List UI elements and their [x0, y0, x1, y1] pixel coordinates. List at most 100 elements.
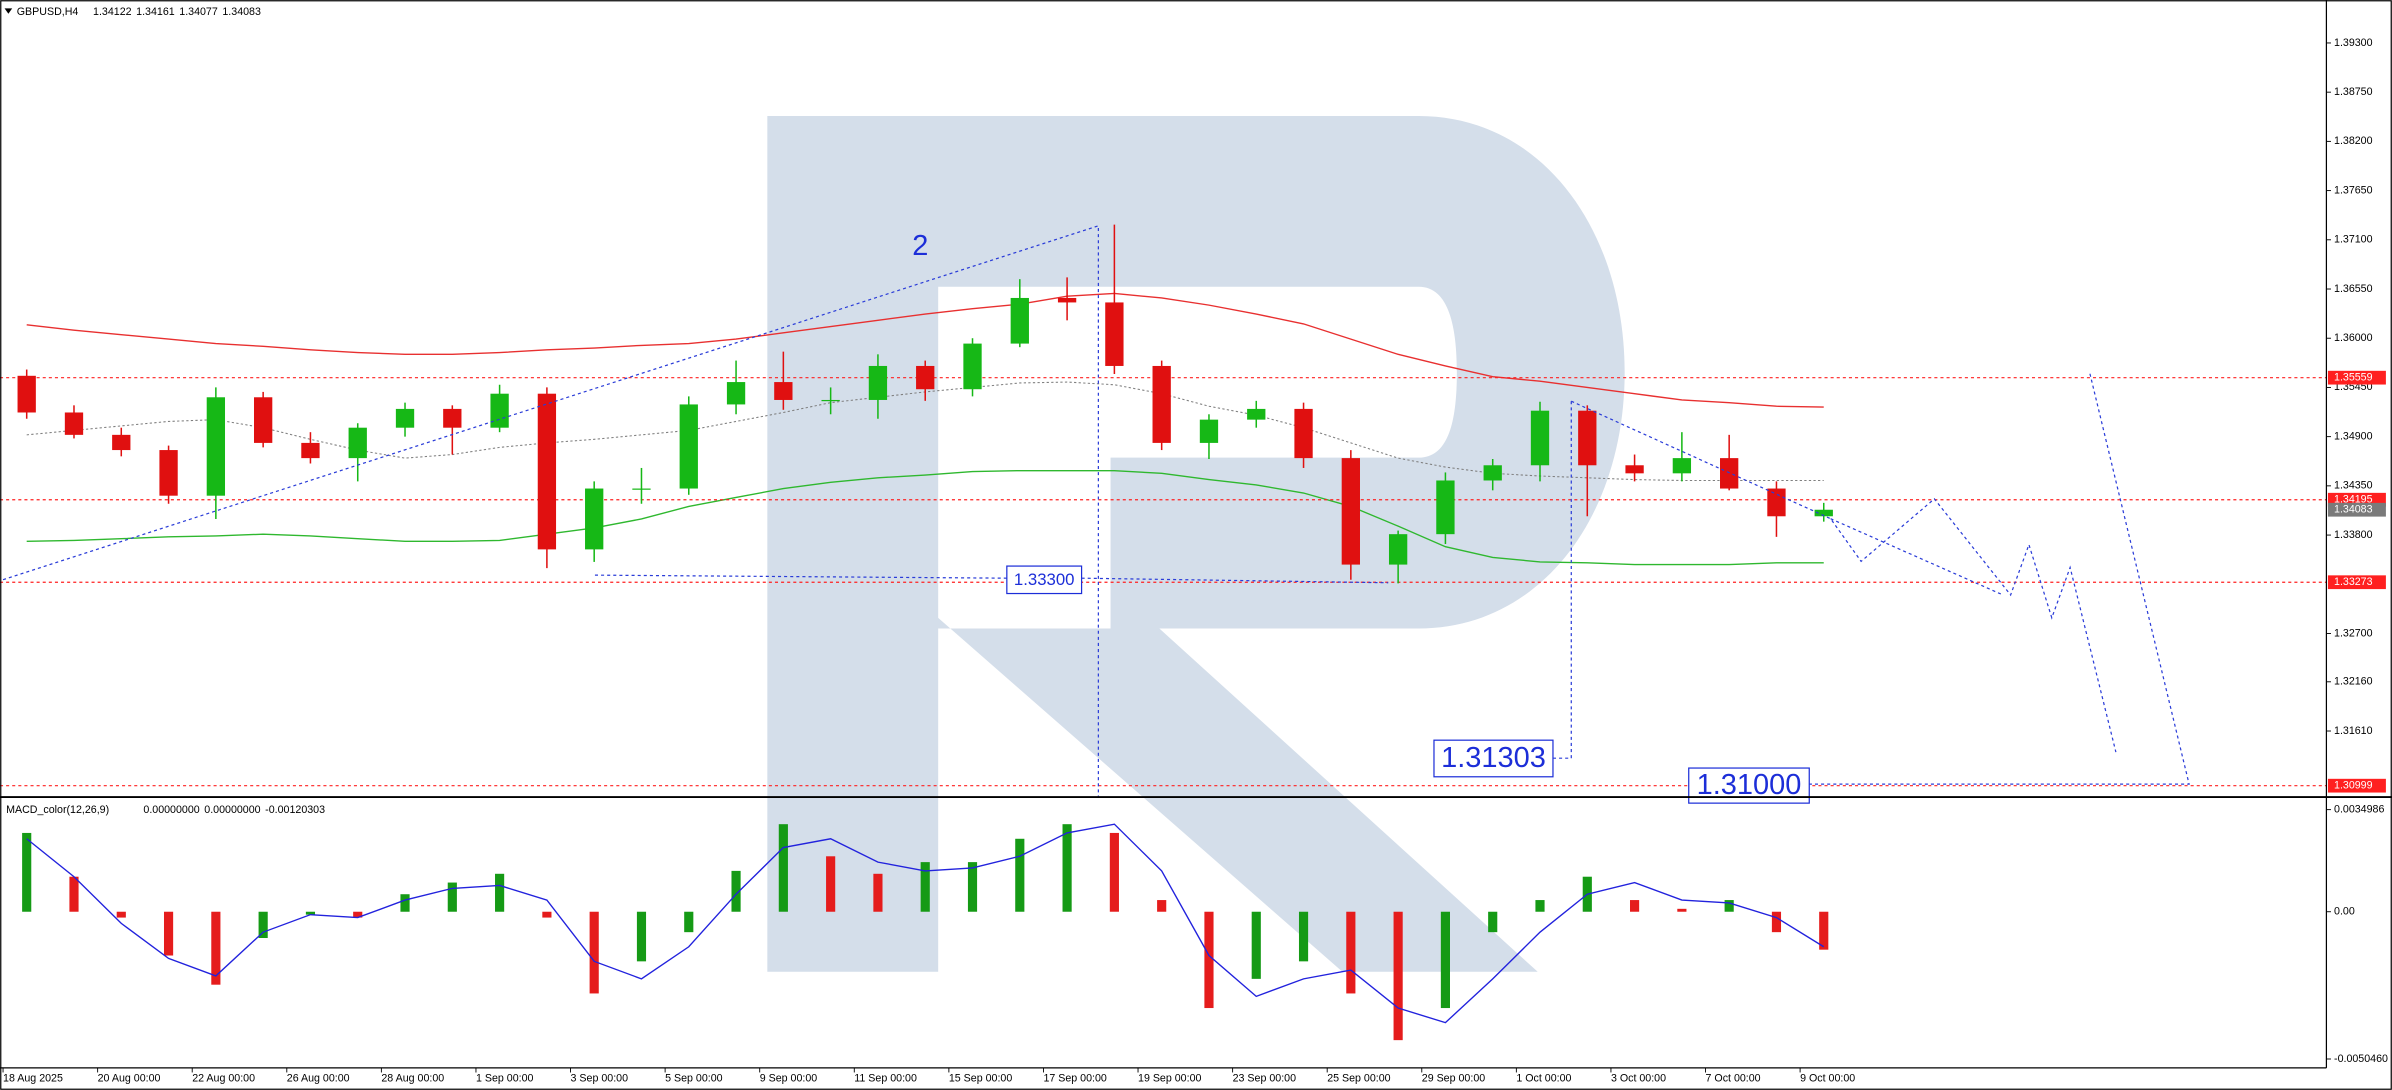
histogram-bar — [636, 911, 647, 962]
candle-body — [1625, 465, 1644, 474]
histogram-bar — [447, 882, 457, 912]
price-level-box — [2327, 575, 2386, 590]
candle-body — [679, 404, 698, 489]
y-tick-label: 0.0034986 — [2334, 803, 2384, 815]
x-tick-label: 25 Sep 00:00 — [1327, 1072, 1390, 1084]
candle-body — [395, 408, 415, 428]
candle-body — [632, 488, 651, 490]
histogram-bar — [1251, 911, 1261, 979]
histogram-bar — [731, 870, 741, 912]
histogram-bar — [1204, 911, 1214, 1009]
forecast-path — [1571, 400, 2117, 753]
histogram-bar — [920, 862, 930, 912]
symbol: GBPUSD,H4 — [17, 6, 79, 18]
indicator-title: MACD_color(12,26,9) — [6, 804, 109, 816]
x-tick-label: 9 Oct 00:00 — [1800, 1072, 1855, 1084]
plot-area: 1.39300 1.38750 1.38200 1.37650 1.37100 1.365… — [0, 37, 2388, 1084]
candle-body — [348, 427, 367, 459]
histogram-bar — [1724, 900, 1734, 912]
candle-body — [1341, 458, 1360, 565]
candle-body — [64, 412, 84, 435]
candle-body — [112, 434, 131, 451]
histogram-bar — [826, 856, 836, 912]
candle-body — [868, 365, 888, 400]
histogram-bar — [305, 911, 316, 915]
x-tick-label: 15 Sep 00:00 — [949, 1072, 1012, 1084]
x-tick-label: 1 Sep 00:00 — [476, 1072, 534, 1084]
target-label: 1.31303 — [1441, 742, 1546, 774]
x-tick-label: 22 Aug 00:00 — [192, 1072, 255, 1084]
histogram-bar — [1771, 911, 1782, 933]
candle-body — [774, 382, 793, 400]
x-tick-label: 1 Oct 00:00 — [1516, 1072, 1571, 1084]
histogram-bar — [1015, 838, 1025, 912]
x-tick-label: 11 Sep 00:00 — [854, 1072, 917, 1084]
moving-average — [26, 469, 1824, 566]
histogram-bar — [967, 862, 978, 912]
candle-body — [17, 375, 36, 413]
watermark — [767, 115, 1625, 972]
level-line — [594, 574, 1389, 584]
histogram-bar — [1630, 900, 1640, 912]
forecast-path — [1809, 373, 2190, 785]
target-box — [1006, 565, 1083, 595]
price-level-box — [2327, 502, 2386, 517]
x-tick-label: 3 Sep 00:00 — [571, 1072, 629, 1084]
candle-body — [1294, 408, 1313, 459]
candle-body — [1767, 488, 1786, 517]
candle-body — [490, 393, 509, 428]
candle-body — [1152, 365, 1171, 443]
x-tick-label: 3 Oct 00:00 — [1611, 1072, 1666, 1084]
candle-body — [1388, 534, 1408, 565]
histogram-bar — [69, 876, 79, 912]
histogram-bar — [1677, 908, 1687, 912]
y-tick-label: -0.0050460 — [2334, 1053, 2388, 1065]
candle-body — [1530, 410, 1550, 466]
histogram-bar — [1819, 911, 1829, 950]
x-tick-label: 7 Oct 00:00 — [1706, 1072, 1761, 1084]
candle-body — [206, 397, 226, 496]
histogram-bar — [1393, 911, 1403, 1041]
candle-body — [1105, 302, 1124, 366]
y-tick-label: 1.32700 — [2334, 627, 2373, 639]
indicator-value: -0.00120303 — [265, 804, 325, 816]
ohlc-value: 1.34077 — [179, 6, 218, 18]
candle-body — [1814, 509, 1833, 517]
price-level-box — [2327, 370, 2386, 385]
y-tick-label: 1.38750 — [2334, 86, 2373, 98]
candle-body — [1057, 297, 1077, 303]
histogram-bar — [258, 911, 268, 939]
y-tick-label: 1.32160 — [2334, 676, 2373, 688]
candle-body — [726, 382, 746, 405]
y-tick-label: 1.37100 — [2334, 234, 2373, 246]
price-level-box — [2327, 778, 2386, 793]
y-tick-label: 1.36550 — [2334, 283, 2373, 295]
x-tick-label: 23 Sep 00:00 — [1233, 1072, 1296, 1084]
price-level-label: 1.33273 — [2334, 576, 2373, 588]
x-tick-label: 19 Sep 00:00 — [1138, 1072, 1201, 1084]
histogram-bar — [495, 873, 505, 912]
histogram-bar — [1535, 900, 1545, 912]
target-label: 1.33300 — [1014, 570, 1075, 589]
candle-body — [253, 397, 273, 443]
candle-body — [443, 408, 462, 428]
moving-average — [26, 292, 1824, 408]
candle-body — [1199, 419, 1219, 443]
histogram-bar — [353, 911, 363, 918]
histogram-bar — [873, 873, 883, 912]
histogram-bar — [400, 894, 410, 912]
candle-body — [1483, 465, 1502, 481]
histogram-bar — [1109, 832, 1119, 912]
histogram-bar — [589, 911, 599, 994]
ohlc-value: 1.34161 — [136, 6, 175, 18]
histogram-bar — [542, 911, 552, 918]
forecast-lines — [2, 224, 2190, 797]
candle-body — [963, 343, 982, 390]
menu-arrow[interactable] — [4, 8, 13, 14]
price-level-label: 1.35559 — [2334, 371, 2373, 383]
price-level-label: 1.34195 — [2334, 494, 2373, 506]
x-tick-label: 20 Aug 00:00 — [98, 1072, 161, 1084]
candle-body — [301, 442, 320, 459]
wave-label: 2 — [912, 230, 928, 262]
